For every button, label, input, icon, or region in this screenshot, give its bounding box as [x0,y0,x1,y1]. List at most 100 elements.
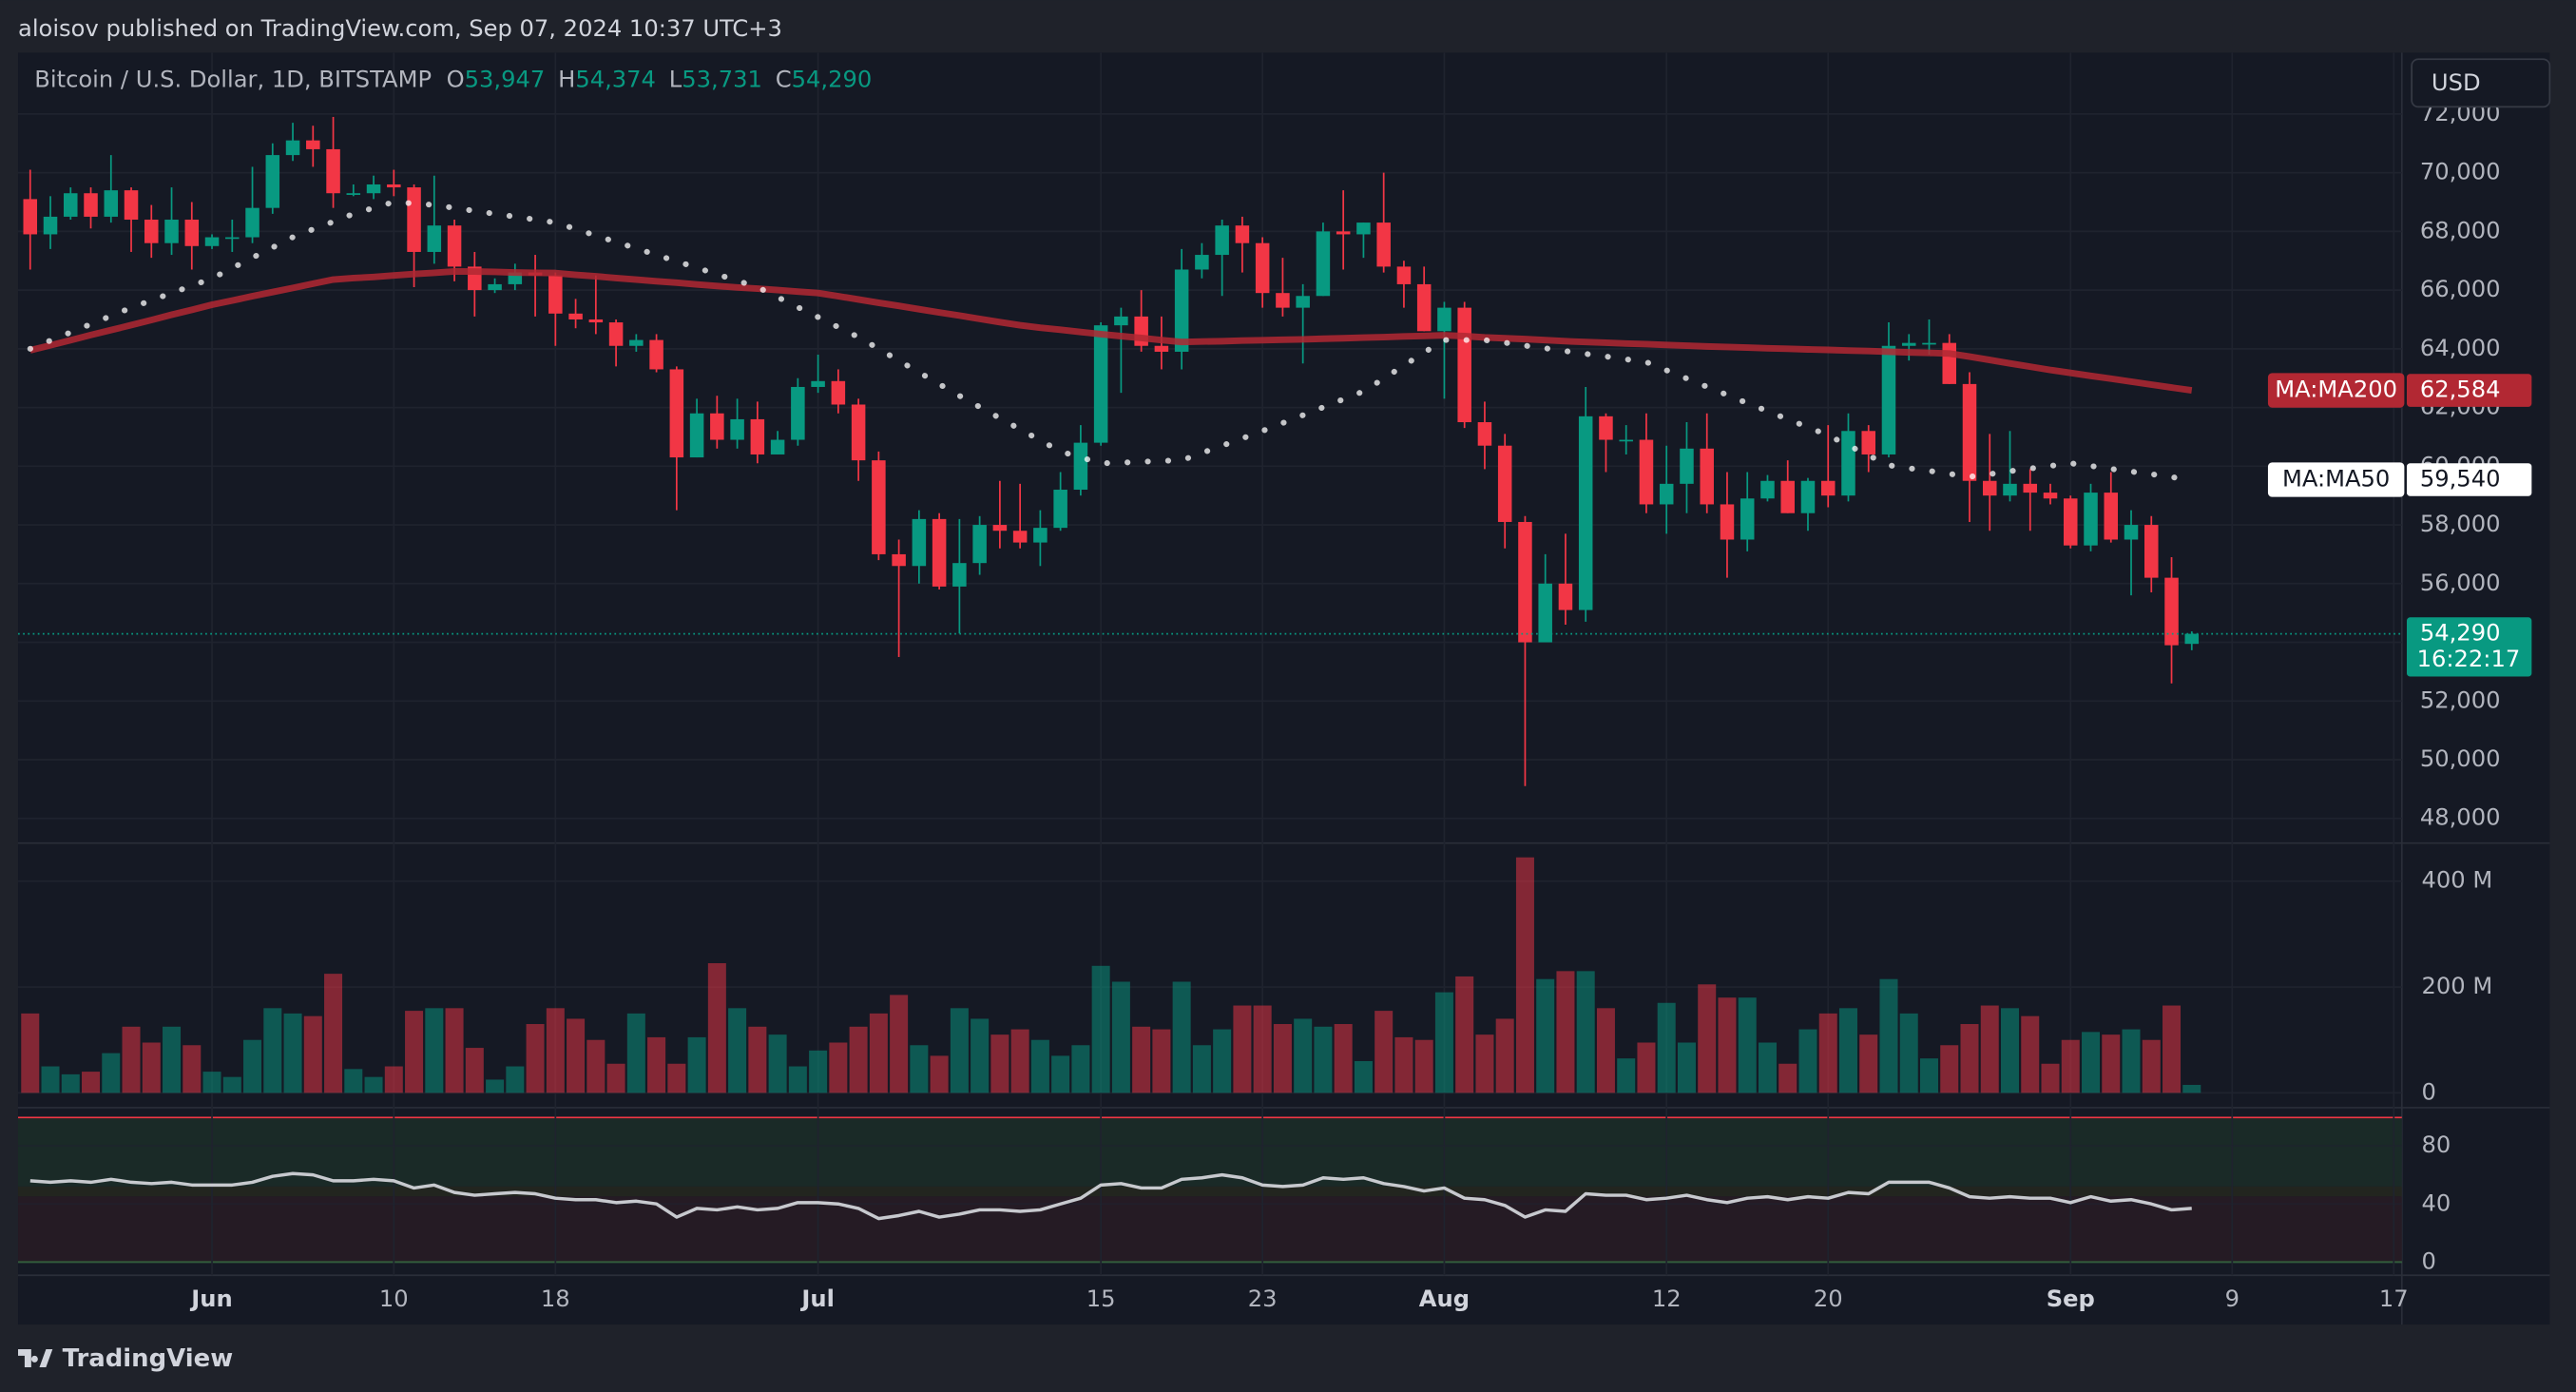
volume-bar [1778,1063,1797,1093]
candle-body [1276,293,1290,308]
candle-body [326,148,340,194]
volume-bar [1475,1034,1494,1093]
volume-bar [849,1026,868,1093]
candle-body [124,190,139,221]
volume-bar [1556,971,1575,1093]
candle-body [669,369,684,458]
x-tick-label: Jul [799,1286,835,1312]
chart-area [18,52,2550,1325]
candle-body [1800,480,1816,513]
volume-bar [82,1072,101,1093]
candle-body [1437,307,1451,332]
volume-bar [526,1024,545,1093]
candle-body [225,237,240,240]
volume-bar [163,1026,182,1093]
series-value-box [2406,463,2532,496]
volume-bar [1354,1060,1373,1093]
volume-bar [1132,1026,1151,1093]
rsi-tick-label: 80 [2422,1131,2451,1158]
volume-bar [950,1008,969,1093]
candle-body [1396,266,1412,284]
candle-body [1356,222,1371,235]
x-tick-label: 10 [379,1286,409,1312]
candle-body [43,216,58,235]
ma200-line [29,267,2193,394]
candle-body [285,140,300,156]
volume-bar [61,1073,80,1093]
volume-bar [1233,1005,1252,1093]
volume-bar [2182,1085,2201,1093]
volume-bar [263,1008,282,1093]
volume-bar [647,1036,666,1093]
volume-bar [2000,1008,2020,1093]
volume-bar [1455,976,1474,1093]
candle-body [1619,439,1633,442]
volume-bar [2082,1032,2101,1093]
x-tick-label: 9 [2225,1286,2240,1312]
candle-body [1942,342,1957,384]
x-tick-label: 17 [2379,1286,2409,1312]
volume-bar [1738,997,1757,1093]
x-tick-label: Aug [1419,1286,1470,1312]
x-tick-label: Jun [189,1286,232,1312]
candle-body [608,322,624,346]
currency-label[interactable]: USD [2432,69,2481,96]
candle-body [548,275,563,314]
candle-body [1700,448,1714,505]
candle-body [1982,480,1997,496]
y-tick-label: 56,000 [2420,570,2501,596]
volume-bar [586,1039,606,1093]
symbol-legend: Bitcoin / U.S. Dollar, 1D, BITSTAMP O53,9… [34,67,872,93]
candle-body [447,225,462,267]
volume-bar [930,1055,949,1093]
volume-bar [2041,1063,2060,1093]
volume-bar [1818,1013,1837,1093]
y-tick-label: 64,000 [2420,335,2501,361]
x-tick-label: 18 [541,1286,570,1312]
candle-body [1639,439,1654,505]
candle-body [1861,431,1875,454]
volume-bar [2061,1039,2080,1093]
series-value-box [2406,374,2532,407]
volume-bar [142,1042,161,1093]
volume-bar [1253,1005,1272,1093]
candle-body [1316,231,1331,297]
ohlc-value: 53,731 [682,67,762,93]
candle-body [2043,493,2058,499]
ohlc-key: L [669,67,682,93]
candle-body [770,439,785,454]
volume-bar [2142,1039,2161,1093]
volume-bar [1152,1029,1171,1093]
rsi-lower-band [18,1196,2402,1263]
x-tick-label: 23 [1248,1286,1278,1312]
candle-body [2063,498,2078,546]
volume-bar [364,1076,383,1093]
y-tick-label: 66,000 [2420,276,2501,302]
volume-bar [303,1015,322,1093]
candle-body [1680,448,1694,484]
candle-body [184,220,200,246]
candle-body [811,380,825,387]
candle-body [689,413,704,458]
candle-body [629,339,644,346]
volume-bar [1434,992,1453,1093]
volume-bar [1657,1002,1676,1093]
volume-bar [102,1053,121,1093]
volume-bar [626,1013,645,1093]
volume-bar [1596,1008,1615,1093]
ohlc-key: C [776,67,792,93]
rsi-middle-band [18,1186,2402,1197]
candle-body [2003,483,2017,496]
symbol: Bitcoin / U.S. Dollar, 1D, BITSTAMP [34,67,432,93]
currency-button[interactable] [2411,58,2551,108]
volume-bar [1071,1045,1090,1093]
series-name: MA:MA200 [2275,377,2397,403]
candle-body [1518,521,1532,643]
candle-body [1376,222,1391,267]
current-price-label: 54,290 [2420,620,2501,647]
brand-icon [18,1349,53,1368]
volume-bar [1536,978,1555,1093]
candle-body [1841,431,1855,496]
volume-bar [202,1072,221,1093]
candle-body [427,225,442,252]
